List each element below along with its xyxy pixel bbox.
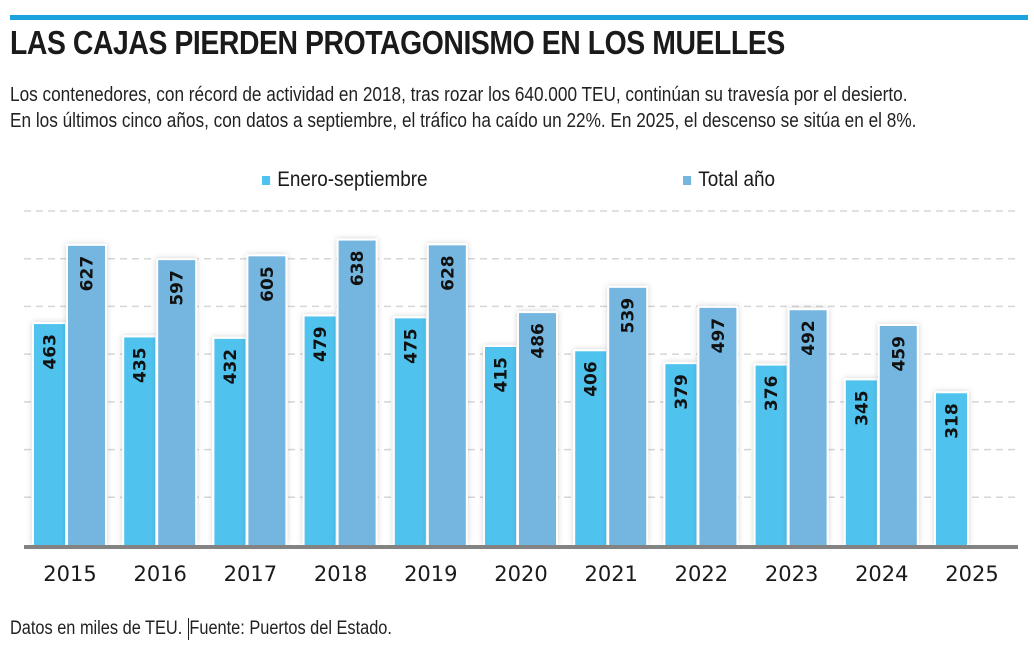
bar [609, 287, 647, 545]
bar-group-2020-enero-septiembre: 415 [483, 344, 518, 545]
bar-group-2021-total-ano: 539 [607, 285, 649, 545]
bar-value-label: 638 [348, 251, 368, 287]
chart-title: LAS CAJAS PIERDEN PROTAGONISMO EN LOS MU… [10, 24, 785, 61]
legend-swatch-enero-septiembre [262, 175, 271, 185]
bar [248, 256, 286, 545]
text-cursor [187, 618, 189, 640]
bar-group-2019-enero-septiembre: 475 [392, 316, 428, 545]
bar [338, 240, 376, 545]
bar-group-2020-total-ano: 486 [517, 311, 558, 545]
x-tick-label: 2025 [945, 562, 998, 586]
x-tick-label: 2020 [494, 562, 547, 586]
bar-group-2024-enero-septiembre: 345 [843, 378, 879, 545]
bar [755, 365, 787, 545]
footer-note: Datos en miles de TEU. [10, 618, 183, 640]
bar [845, 380, 877, 545]
bar-value-label: 406 [582, 361, 602, 397]
bar-chart: 463 627 435 597 432 605 479 638 475 628 415 486 406 5… [24, 210, 1018, 586]
bar-group-2017-total-ano: 605 [246, 254, 288, 546]
x-axis-baseline [24, 545, 1018, 549]
bar-value-label: 376 [762, 376, 782, 412]
legend-swatch-total-ano [683, 175, 692, 185]
bar-group-2022-total-ano: 497 [697, 305, 739, 545]
bar [936, 393, 967, 545]
bar [428, 245, 466, 545]
x-tick-label: 2019 [404, 562, 457, 586]
bar-value-label: 492 [799, 320, 819, 356]
bar [124, 337, 156, 545]
legend-label-enero-septiembre: Enero-septiembre [277, 168, 428, 191]
x-tick-label: 2016 [133, 562, 186, 586]
footer: Datos en miles de TEU. Fuente: Puertos d… [10, 618, 392, 640]
bar-group-2017-enero-septiembre: 432 [212, 336, 248, 545]
bar [158, 260, 196, 545]
legend-label-total-ano: Total año [698, 168, 776, 191]
bar-value-label: 318 [943, 403, 963, 439]
accent-bar [10, 15, 1028, 20]
bar [394, 318, 426, 545]
legend-item-enero-septiembre: Enero-septiembre [262, 168, 428, 192]
x-tick-label: 2015 [43, 562, 96, 586]
x-tick-label: 2017 [224, 562, 277, 586]
bar [34, 324, 65, 545]
x-axis [24, 545, 1018, 549]
bar [304, 316, 336, 545]
chart-subtitle: Los contenedores, con récord de activida… [10, 82, 916, 134]
bar-value-label: 435 [131, 347, 151, 383]
footer-source: Fuente: Puertos del Estado. [189, 618, 392, 640]
bar-group-2021-enero-septiembre: 406 [573, 349, 609, 545]
bar-group-2016-total-ano: 597 [156, 258, 198, 545]
bar-value-label: 479 [311, 326, 331, 362]
bar-value-label: 432 [221, 349, 241, 385]
bar-value-label: 459 [889, 336, 909, 372]
bar [68, 245, 105, 545]
bar-group-2022-enero-septiembre: 379 [663, 362, 699, 545]
bar-value-label: 486 [529, 323, 549, 359]
bar-value-label: 497 [709, 318, 729, 354]
bar-value-label: 597 [168, 270, 188, 306]
bar-value-label: 345 [852, 390, 872, 426]
x-axis-labels: 2015 2016 2017 2018 2019 2020 2021 2022 2023 2024… [43, 562, 998, 586]
bar [485, 346, 516, 545]
bar [789, 310, 827, 545]
legend-item-total-ano: Total año [683, 168, 775, 192]
bar-group-2018-total-ano: 638 [336, 238, 378, 545]
bar-group-2015-enero-septiembre: 463 [32, 322, 67, 545]
bar-value-label: 628 [438, 255, 458, 291]
bar-group-2018-enero-septiembre: 479 [302, 314, 338, 545]
bar [699, 307, 737, 545]
bar-group-2023-enero-septiembre: 376 [753, 363, 789, 545]
bar-value-label: 463 [41, 334, 61, 370]
bar-value-label: 415 [492, 357, 512, 393]
bar-group-2016-enero-septiembre: 435 [122, 335, 158, 545]
bar [575, 351, 607, 545]
x-tick-label: 2018 [314, 562, 367, 586]
bar-value-label: 379 [672, 374, 692, 410]
bar [214, 338, 246, 545]
x-tick-label: 2023 [765, 562, 818, 586]
x-tick-label: 2024 [855, 562, 908, 586]
bar-value-label: 539 [619, 298, 639, 334]
bar-group-2023-total-ano: 492 [787, 308, 829, 545]
bar-group-2025-enero-septiembre: 318 [934, 391, 969, 545]
bars: 463 627 435 597 432 605 479 638 475 628 415 486 406 5… [32, 238, 969, 546]
subtitle-line-1: Los contenedores, con récord de activida… [10, 84, 908, 106]
bar-value-label: 627 [78, 256, 98, 291]
bar-value-label: 475 [401, 328, 421, 364]
bar-group-2024-total-ano: 459 [877, 323, 919, 545]
bar [879, 325, 917, 545]
bar [519, 313, 556, 545]
x-tick-label: 2022 [675, 562, 728, 586]
bar [665, 364, 697, 545]
x-tick-label: 2021 [584, 562, 637, 586]
bar-group-2015-total-ano: 627 [66, 243, 107, 545]
bar-group-2019-total-ano: 628 [426, 243, 468, 545]
subtitle-line-2: En los últimos cinco años, con datos a s… [10, 110, 917, 132]
bar-value-label: 605 [258, 266, 278, 302]
